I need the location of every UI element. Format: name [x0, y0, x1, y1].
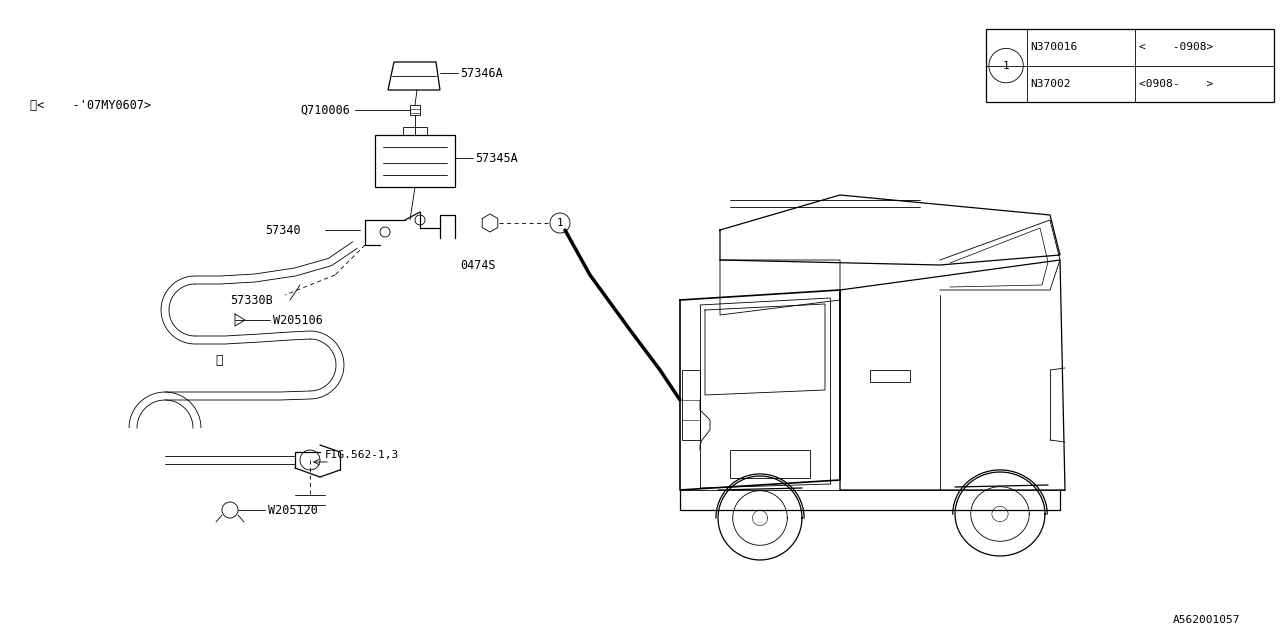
Text: 57346A: 57346A	[460, 67, 503, 80]
Text: W205106: W205106	[273, 314, 323, 326]
Text: <0908-    >: <0908- >	[1139, 79, 1213, 89]
Text: A562001057: A562001057	[1172, 615, 1240, 625]
Text: ※<    -'07MY0607>: ※< -'07MY0607>	[29, 99, 151, 111]
Bar	[410, 105, 420, 115]
Text: N37002: N37002	[1030, 79, 1071, 89]
Text: 1: 1	[557, 218, 563, 228]
Text: 0474S: 0474S	[460, 259, 495, 271]
Text: 57345A: 57345A	[475, 152, 517, 165]
Bar	[730, 450, 810, 478]
Bar	[986, 29, 1274, 102]
Text: 1: 1	[1002, 61, 1010, 70]
Text: ※: ※	[215, 353, 223, 367]
Text: 57340: 57340	[265, 223, 301, 237]
Text: <    -0908>: < -0908>	[1139, 42, 1213, 52]
Text: N370016: N370016	[1030, 42, 1078, 52]
Bar	[375, 135, 454, 187]
Bar	[682, 370, 700, 440]
Text: 57330B: 57330B	[230, 294, 273, 307]
Bar	[870, 370, 910, 382]
Text: FIG.562-1,3: FIG.562-1,3	[325, 450, 399, 460]
Text: Q710006: Q710006	[300, 104, 349, 116]
Bar	[403, 127, 428, 135]
Text: W205120: W205120	[268, 504, 317, 516]
